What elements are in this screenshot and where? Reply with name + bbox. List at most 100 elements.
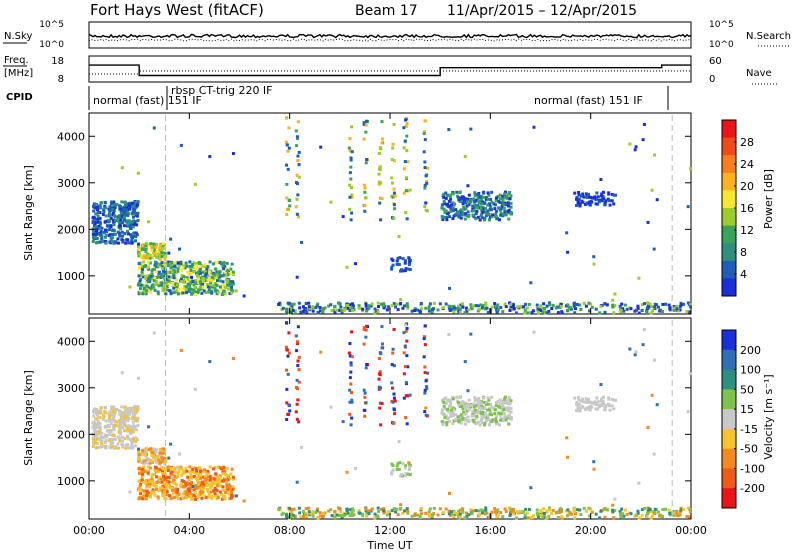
power-echo-cell xyxy=(204,278,208,282)
velocity-echo-cell xyxy=(668,512,672,516)
velocity-echo-cell xyxy=(120,435,124,439)
velocity-echo-cell xyxy=(348,342,352,346)
velocity-echo-cell xyxy=(91,434,95,438)
power-echo-cell xyxy=(175,284,179,288)
power-echo-cell xyxy=(294,205,298,209)
power-echo-cell xyxy=(133,220,137,224)
velocity-echo-cell xyxy=(94,433,98,437)
power-echo-cell xyxy=(444,209,448,213)
velocity-echo-cell xyxy=(141,497,145,501)
power-echo-cell xyxy=(285,116,289,120)
power-echo-cell xyxy=(399,298,403,302)
velocity-echo-cell xyxy=(196,485,200,489)
velocity-echo-cell xyxy=(578,508,582,512)
velocity-echo-cell xyxy=(502,397,506,401)
velocity-echo-cell xyxy=(505,401,509,405)
velocity-echo-cell xyxy=(423,410,427,414)
power-echo-cell xyxy=(136,203,140,207)
velocity-echo-cell xyxy=(689,508,693,512)
velocity-echo-cell xyxy=(613,509,617,513)
velocity-echo-cell xyxy=(154,485,158,489)
power-echo-cell xyxy=(125,229,129,233)
velocity-echo-cell xyxy=(367,512,371,516)
velocity-echo-cell xyxy=(108,410,112,414)
power-echo-cell xyxy=(392,216,396,220)
velocity-echo-cell xyxy=(188,495,192,499)
velocity-echo-cell xyxy=(170,475,174,479)
velocity-echo-cell xyxy=(157,475,161,479)
power-echo-cell xyxy=(220,292,224,296)
power-echo-cell xyxy=(656,305,660,309)
power-colorbar-label: 20 xyxy=(740,180,754,193)
velocity-echo-cell xyxy=(92,414,96,418)
power-echo-cell xyxy=(120,166,124,170)
power-echo-cell xyxy=(163,257,167,261)
velocity-echo-cell xyxy=(476,401,480,405)
power-echo-cell xyxy=(127,212,131,216)
power-echo-cell xyxy=(93,223,97,227)
power-echo-cell xyxy=(160,267,164,271)
power-echo-cell xyxy=(595,191,599,195)
velocity-echo-cell xyxy=(581,397,585,401)
power-echo-cell xyxy=(494,215,498,219)
velocity-echo-cell xyxy=(550,512,554,516)
velocity-echo-cell xyxy=(351,507,355,511)
velocity-echo-cell xyxy=(223,469,227,473)
velocity-echo-cell xyxy=(176,472,180,476)
power-echo-cell xyxy=(405,122,409,126)
power-echo-cell xyxy=(419,307,423,311)
velocity-echo-cell xyxy=(394,510,398,514)
velocity-echo-cell xyxy=(173,466,177,470)
velocity-echo-cell xyxy=(123,408,127,412)
power-echo-cell xyxy=(126,222,130,226)
velocity-echo-cell xyxy=(633,353,637,357)
velocity-echo-cell xyxy=(107,423,111,427)
velocity-echo-cell xyxy=(200,496,204,500)
power-echo-cell xyxy=(365,119,369,123)
velocity-echo-cell xyxy=(143,489,147,493)
power-echo-cell xyxy=(163,272,167,276)
power-echo-cell xyxy=(109,237,113,241)
velocity-echo-cell xyxy=(309,512,313,516)
power-echo-cell xyxy=(479,303,483,307)
velocity-echo-cell xyxy=(658,513,662,517)
velocity-echo-cell xyxy=(602,395,606,399)
power-echo-cell xyxy=(425,180,429,184)
velocity-echo-cell xyxy=(541,511,545,515)
velocity-echo-cell xyxy=(160,449,164,453)
power-echo-cell xyxy=(588,309,592,313)
power-echo-cell xyxy=(678,308,682,312)
velocity-echo-cell xyxy=(572,506,576,510)
velocity-echo-cell xyxy=(485,401,489,405)
velocity-echo-cell xyxy=(162,483,166,487)
power-echo-cell xyxy=(118,234,122,238)
power-echo-cell xyxy=(151,283,155,287)
power-echo-cell xyxy=(127,202,131,206)
velocity-echo-cell xyxy=(151,482,155,486)
power-echo-cell xyxy=(447,128,451,132)
velocity-echo-cell xyxy=(474,509,478,513)
power-echo-cell xyxy=(125,224,129,228)
velocity-echo-cell xyxy=(216,484,220,488)
velocity-echo-cell xyxy=(224,480,228,484)
velocity-echo-cell xyxy=(223,488,227,492)
power-echo-cell xyxy=(163,288,167,292)
velocity-echo-cell xyxy=(330,514,334,518)
velocity-echo-cell xyxy=(97,430,101,434)
velocity-echo-cell xyxy=(486,402,490,406)
power-echo-cell xyxy=(636,306,640,310)
power-echo-cell xyxy=(201,282,205,286)
velocity-echo-cell xyxy=(99,437,103,441)
power-echo-cell xyxy=(206,283,210,287)
power-echo-cell xyxy=(137,266,141,270)
power-echo-cell xyxy=(190,292,194,296)
power-echo-cell xyxy=(565,231,569,235)
velocity-echo-cell xyxy=(297,368,301,372)
velocity-echo-cell xyxy=(369,509,373,513)
power-echo-cell xyxy=(120,200,124,204)
velocity-echo-cell xyxy=(95,407,99,411)
power-echo-cell xyxy=(611,298,615,302)
velocity-echo-cell xyxy=(163,462,167,466)
power-echo-cell xyxy=(404,267,408,271)
power-echo-cell xyxy=(287,126,291,130)
